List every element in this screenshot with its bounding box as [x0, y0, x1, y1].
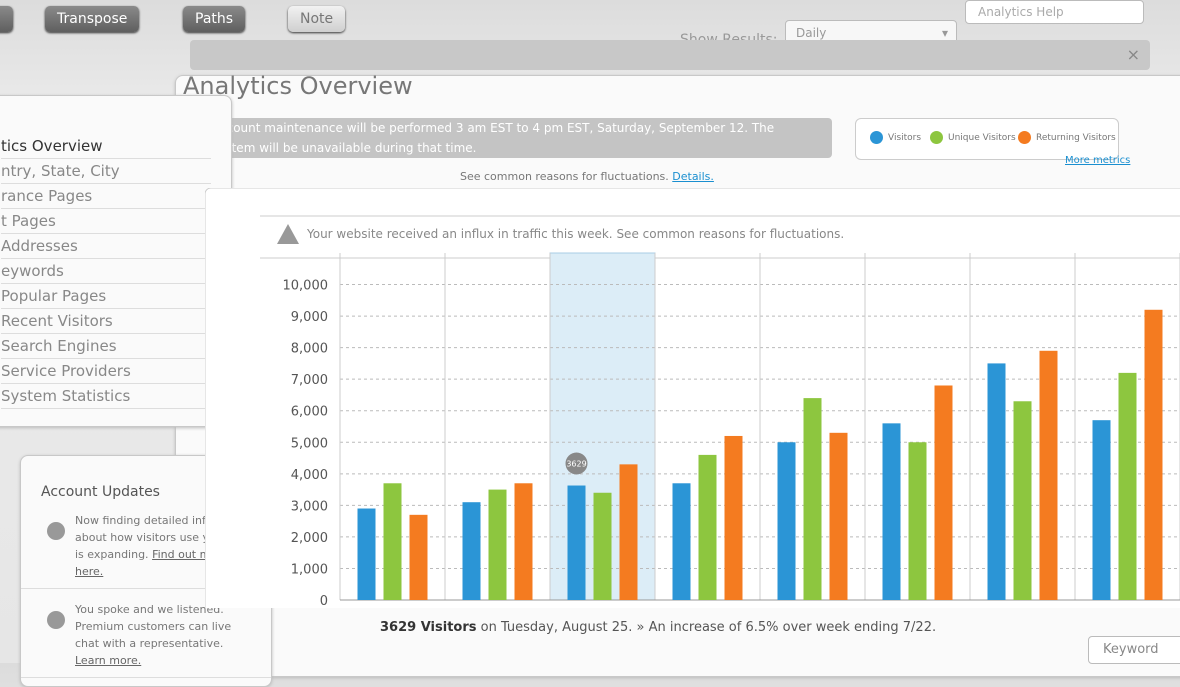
toolbar-button[interactable]: Transpose [45, 6, 140, 32]
update-body: You spoke and we listened. Premium custo… [75, 601, 257, 669]
sidebar: tics Overview ntry, State, City rance Page… [0, 95, 232, 427]
sidebar-item[interactable]: tics Overview [1, 134, 211, 159]
maintenance-bar-top: × [190, 40, 1150, 70]
bar [1092, 420, 1111, 600]
legend-item: Visitors [870, 131, 921, 144]
y-tick-label: 6,000 [291, 405, 328, 420]
bar [409, 514, 428, 600]
help-search[interactable]: Analytics Help [965, 0, 1144, 24]
bar [567, 485, 586, 600]
summary-text: on Tuesday, August 25. » An increase of … [480, 620, 937, 635]
y-tick-label: 9,000 [291, 310, 328, 325]
bar [672, 483, 691, 600]
sidebar-item[interactable]: eywords [1, 259, 211, 284]
bar [934, 385, 953, 600]
sidebar-item[interactable]: ntry, State, City [1, 159, 211, 184]
bar [1144, 309, 1163, 600]
fluctuations-text: See common reasons for fluctuations. [460, 170, 669, 183]
bar [514, 483, 533, 600]
bar [488, 489, 507, 600]
y-tick-label: 2,000 [291, 531, 328, 546]
details-link[interactable]: Details. [672, 170, 714, 183]
y-tick-label: 0 [320, 594, 328, 608]
bar [1118, 372, 1137, 600]
legend-label: Unique Visitors [948, 132, 1016, 143]
legend-label: Visitors [888, 132, 922, 143]
warning-icon [277, 224, 299, 244]
y-tick-label: 7,000 [291, 373, 328, 388]
select-value: Daily [796, 26, 827, 40]
fluctuations-notice: See common reasons for fluctuations. Det… [460, 170, 714, 183]
legend-item: Returning Visitors [1018, 131, 1116, 144]
sidebar-list: tics Overview ntry, State, City rance Page… [0, 96, 231, 409]
toolbar-button[interactable]: Paths [183, 6, 246, 32]
y-tick-label: 10,000 [283, 279, 329, 294]
bar [619, 464, 638, 600]
update-icon [47, 611, 65, 629]
bar [777, 442, 796, 600]
sidebar-item[interactable]: rance Pages [1, 184, 211, 209]
account-updates-title: Account Updates [41, 484, 160, 500]
chart: Your website received an influx in traff… [205, 188, 1180, 608]
sidebar-item[interactable]: Recent Visitors [1, 309, 211, 334]
data-label: 3629 [566, 460, 586, 469]
bar [803, 398, 822, 600]
chart-notice: Your website received an influx in traff… [306, 227, 844, 241]
chart-panel [205, 188, 1180, 608]
sidebar-item[interactable]: Addresses [1, 234, 211, 259]
sidebar-item[interactable]: Popular Pages [1, 284, 211, 309]
y-tick-label: 1,000 [291, 562, 328, 577]
y-tick-label: 8,000 [291, 342, 328, 357]
summary-highlight: 3629 Visitors [380, 620, 477, 635]
bar [1013, 401, 1032, 600]
legend-swatch [1018, 131, 1031, 144]
bar [1039, 350, 1058, 600]
summary: 3629 Visitors on Tuesday, August 25. » A… [380, 620, 936, 635]
bar [462, 502, 481, 600]
toolbar-button[interactable]: Note [288, 6, 346, 32]
bar [357, 508, 376, 600]
y-tick-label: 4,000 [291, 468, 328, 483]
bar [987, 363, 1006, 600]
y-tick-label: 3,000 [291, 499, 328, 514]
bar [383, 483, 402, 600]
legend-swatch [930, 131, 943, 144]
legend-label: Returning Visitors [1036, 132, 1116, 143]
update-text: You spoke and we listened. Premium custo… [75, 603, 232, 650]
bar [882, 423, 901, 600]
sidebar-item[interactable]: Service Providers [1, 359, 211, 384]
bar [593, 492, 612, 600]
keyword-search[interactable]: Keyword [1088, 636, 1180, 664]
toolbar-button[interactable]: e [0, 6, 13, 32]
legend: Visitors Unique Visitors Returning Visitor… [855, 118, 1119, 160]
update-icon [47, 522, 65, 540]
maintenance-notice: Account maintenance will be performed 3 … [192, 118, 832, 158]
bar [908, 442, 927, 600]
sidebar-item[interactable]: Search Engines [1, 334, 211, 359]
bar [829, 432, 848, 600]
legend-item: Unique Visitors [930, 131, 1016, 144]
more-metrics-link[interactable]: More metrics [1065, 155, 1131, 166]
y-tick-label: 5,000 [291, 436, 328, 451]
bar [698, 454, 717, 600]
data-label-bubble [565, 452, 588, 475]
update-link[interactable]: Learn more. [75, 654, 142, 667]
bar [724, 435, 743, 600]
sidebar-item[interactable]: t Pages [1, 209, 211, 234]
sidebar-item[interactable]: System Statistics [1, 384, 211, 409]
legend-swatch [870, 131, 883, 144]
